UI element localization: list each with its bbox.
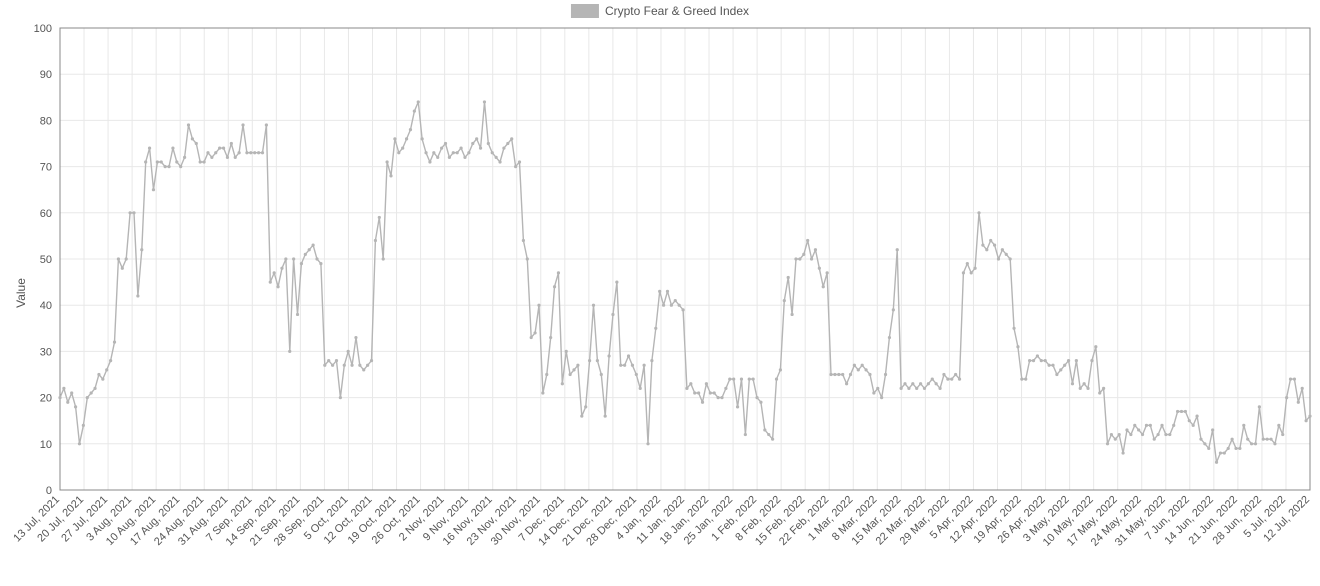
svg-text:80: 80 xyxy=(40,115,52,127)
svg-text:50: 50 xyxy=(40,254,52,266)
svg-text:90: 90 xyxy=(40,69,52,81)
legend: Crypto Fear & Greed Index xyxy=(571,4,749,18)
svg-text:30: 30 xyxy=(40,346,52,358)
svg-text:70: 70 xyxy=(40,162,52,174)
svg-text:60: 60 xyxy=(40,208,52,220)
svg-text:20: 20 xyxy=(40,393,52,405)
svg-text:10: 10 xyxy=(40,439,52,451)
legend-swatch xyxy=(571,4,599,18)
y-axis-label: Value xyxy=(14,278,28,308)
line-chart: 010203040506070809010013 Jul, 202120 Jul… xyxy=(0,0,1320,586)
svg-text:100: 100 xyxy=(34,23,52,35)
svg-text:40: 40 xyxy=(40,300,52,312)
legend-label: Crypto Fear & Greed Index xyxy=(605,4,749,18)
chart-container: Crypto Fear & Greed Index Value 01020304… xyxy=(0,0,1320,586)
